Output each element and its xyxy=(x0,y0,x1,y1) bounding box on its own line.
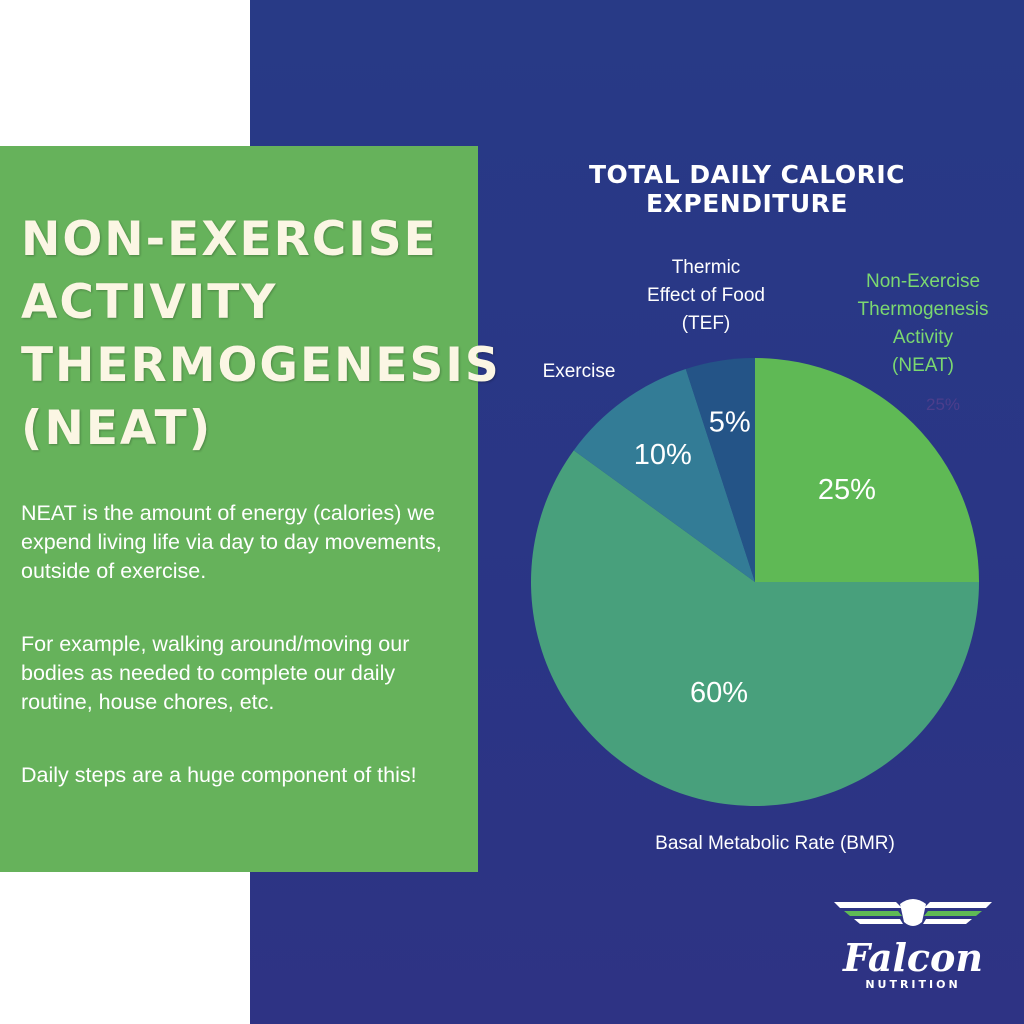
panel-heading: NON-EXERCISE ACTIVITY THERMOGENESIS (NEA… xyxy=(21,208,501,460)
neat-label-line: (NEAT) xyxy=(892,355,954,376)
pie-slice-percent-label: 5% xyxy=(709,407,751,439)
tef-label-line: (TEF) xyxy=(681,313,731,334)
heading-line: (NEAT) xyxy=(21,401,213,456)
heading-line: NON-EXERCISE xyxy=(21,212,438,267)
neat-example-text: For example, walking around/moving our b… xyxy=(21,632,410,714)
pie-slice xyxy=(685,358,755,582)
exercise-category-label: Exercise xyxy=(524,358,634,386)
tef-label-line: Thermic xyxy=(671,257,741,278)
chart-title: TOTAL DAILY CALORIC EXPENDITURE xyxy=(588,160,906,218)
pie-slice-percent-label: 10% xyxy=(634,439,692,471)
neat-label-line: Non-Exercise xyxy=(865,271,981,292)
neat-label-line: Thermogenesis xyxy=(857,299,989,320)
pie-slice xyxy=(531,450,979,806)
logo-subtitle: NUTRITION xyxy=(865,978,961,991)
pie-slice-percent-label: 60% xyxy=(690,677,748,709)
pie-chart: 25% 60% 10% 5% xyxy=(531,358,979,806)
logo-wordmark: Falcon xyxy=(842,935,984,980)
tef-label-line: Effect of Food xyxy=(647,285,765,306)
faint-neat-percent-label: 25% xyxy=(926,395,961,414)
exercise-label-line: Exercise xyxy=(542,361,616,382)
info-panel: NON-EXERCISE ACTIVITY THERMOGENESIS (NEA… xyxy=(0,146,501,872)
bmr-label-line: Basal Metabolic Rate (BMR) xyxy=(655,833,895,854)
pie-slice-percent-label: 25% xyxy=(818,474,876,506)
daily-steps-text: Daily steps are a huge component of this… xyxy=(21,763,417,787)
neat-label-line: Activity xyxy=(892,327,954,348)
heading-line: ACTIVITY xyxy=(21,275,278,330)
neat-definition-text: NEAT is the amount of energy (calories) … xyxy=(21,501,442,583)
falcon-nutrition-logo: Falcon NUTRITION xyxy=(830,896,996,996)
falcon-wings-icon xyxy=(834,899,992,926)
bmr-category-label: Basal Metabolic Rate (BMR) xyxy=(600,830,950,858)
pie-slice xyxy=(755,358,979,582)
neat-category-label: Non-Exercise Thermogenesis Activity (NEA… xyxy=(840,268,1006,380)
heading-line: THERMOGENESIS xyxy=(21,338,501,393)
pie-slice xyxy=(573,368,755,582)
tef-category-label: Thermic Effect of Food (TEF) xyxy=(636,254,776,338)
